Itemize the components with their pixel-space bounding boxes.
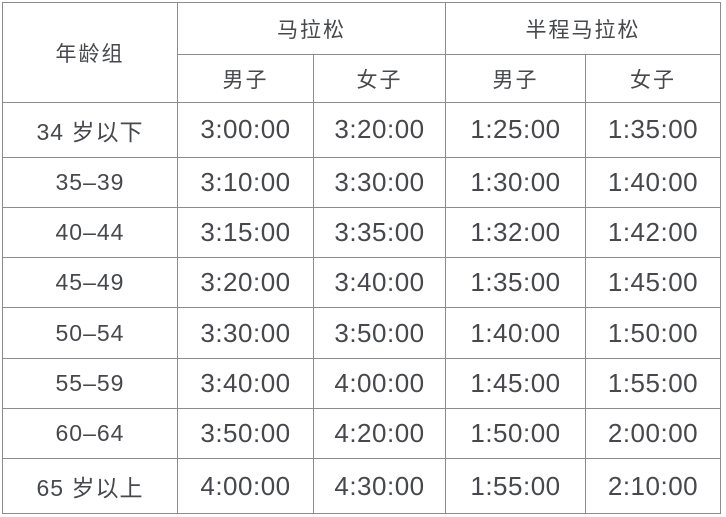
half-marathon-women-cell: 1:40:00 bbox=[585, 156, 721, 209]
half-marathon-women-cell: 2:00:00 bbox=[585, 407, 721, 460]
half-marathon-men-cell: 1:35:00 bbox=[445, 257, 586, 309]
age-group-header: 年龄组 bbox=[2, 2, 178, 103]
half-marathon-women-cell: 1:35:00 bbox=[585, 102, 721, 158]
table-row: 40–44 3:15:00 3:35:00 1:32:00 1:42:00 bbox=[2, 207, 721, 259]
half-marathon-men-cell: 1:32:00 bbox=[445, 207, 586, 259]
half-marathon-men-cell: 1:40:00 bbox=[445, 307, 586, 359]
marathon-men-cell: 3:30:00 bbox=[177, 307, 314, 359]
marathon-women-cell: 3:20:00 bbox=[313, 102, 446, 158]
half-marathon-women-cell: 1:42:00 bbox=[585, 207, 721, 259]
marathon-header: 马拉松 bbox=[177, 2, 446, 55]
marathon-women-cell: 3:35:00 bbox=[313, 207, 446, 259]
half-marathon-women-cell: 2:10:00 bbox=[585, 458, 721, 514]
age-group-cell: 65 岁以上 bbox=[2, 458, 178, 514]
marathon-men-cell: 3:00:00 bbox=[177, 102, 314, 158]
half-marathon-women-cell: 1:55:00 bbox=[585, 357, 721, 409]
header-row-gender: 男子 女子 男子 女子 bbox=[3, 54, 721, 103]
table-row: 34 岁以下 3:00:00 3:20:00 1:25:00 1:35:00 bbox=[2, 102, 721, 158]
half-marathon-women-cell: 1:50:00 bbox=[585, 307, 721, 359]
marathon-women-cell: 4:30:00 bbox=[313, 458, 446, 514]
half-marathon-men-cell: 1:45:00 bbox=[445, 357, 586, 409]
age-group-cell: 40–44 bbox=[2, 207, 178, 259]
marathon-women-header: 女子 bbox=[313, 54, 446, 103]
table-row: 65 岁以上 4:00:00 4:30:00 1:55:00 2:10:00 bbox=[2, 458, 721, 514]
marathon-men-cell: 3:20:00 bbox=[177, 257, 314, 309]
age-group-cell: 35–39 bbox=[2, 156, 178, 209]
marathon-women-cell: 3:30:00 bbox=[313, 156, 446, 209]
marathon-women-cell: 4:20:00 bbox=[313, 407, 446, 460]
table-row: 60–64 3:50:00 4:20:00 1:50:00 2:00:00 bbox=[2, 407, 721, 460]
age-group-cell: 60–64 bbox=[2, 407, 178, 460]
age-group-cell: 45–49 bbox=[2, 257, 178, 309]
age-group-cell: 50–54 bbox=[2, 307, 178, 359]
half-marathon-women-cell: 1:45:00 bbox=[585, 257, 721, 309]
half-marathon-header: 半程马拉松 bbox=[445, 2, 721, 55]
age-group-cell: 34 岁以下 bbox=[2, 102, 178, 158]
header-row-events: 年龄组 马拉松 半程马拉松 bbox=[2, 2, 721, 103]
marathon-men-cell: 3:15:00 bbox=[177, 207, 314, 259]
half-marathon-men-cell: 1:30:00 bbox=[445, 156, 586, 209]
table-row: 55–59 3:40:00 4:00:00 1:45:00 1:55:00 bbox=[2, 357, 721, 409]
marathon-men-cell: 4:00:00 bbox=[177, 458, 314, 514]
half-marathon-men-cell: 1:25:00 bbox=[445, 102, 586, 158]
half-marathon-women-header: 女子 bbox=[585, 54, 721, 103]
marathon-men-cell: 3:10:00 bbox=[177, 156, 314, 209]
marathon-men-header: 男子 bbox=[177, 54, 314, 103]
marathon-men-cell: 3:50:00 bbox=[177, 407, 314, 460]
marathon-men-cell: 3:40:00 bbox=[177, 357, 314, 409]
table-body: 34 岁以下 3:00:00 3:20:00 1:25:00 1:35:00 3… bbox=[2, 102, 721, 514]
age-group-cell: 55–59 bbox=[2, 357, 178, 409]
marathon-women-cell: 3:50:00 bbox=[313, 307, 446, 359]
table-row: 35–39 3:10:00 3:30:00 1:30:00 1:40:00 bbox=[2, 156, 721, 209]
half-marathon-men-header: 男子 bbox=[445, 54, 586, 103]
marathon-women-cell: 3:40:00 bbox=[313, 257, 446, 309]
table-row: 50–54 3:30:00 3:50:00 1:40:00 1:50:00 bbox=[2, 307, 721, 359]
table-row: 45–49 3:20:00 3:40:00 1:35:00 1:45:00 bbox=[2, 257, 721, 309]
half-marathon-men-cell: 1:50:00 bbox=[445, 407, 586, 460]
half-marathon-men-cell: 1:55:00 bbox=[445, 458, 586, 514]
marathon-women-cell: 4:00:00 bbox=[313, 357, 446, 409]
